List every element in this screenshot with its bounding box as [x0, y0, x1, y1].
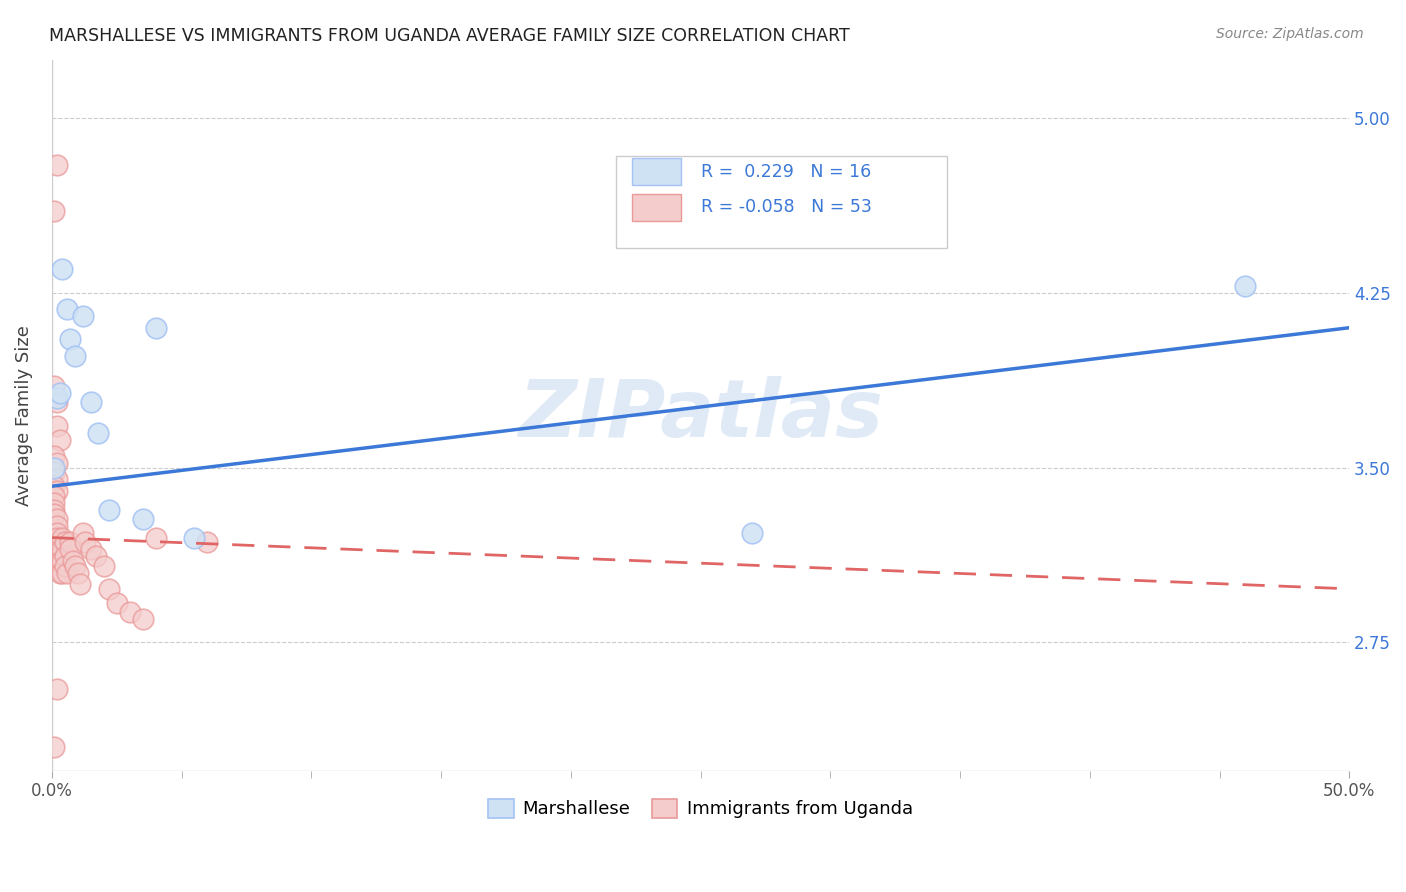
Point: [48, 542, 70, 557]
Point: [44, 489, 66, 503]
Point: [48, 386, 70, 401]
Point: [51, 531, 73, 545]
Point: [45, 525, 67, 540]
Point: [105, 596, 128, 610]
Point: [48, 554, 70, 568]
Point: [44, 740, 66, 755]
Y-axis label: Average Family Size: Average Family Size: [15, 325, 32, 506]
Point: [741, 525, 763, 540]
Point: [62, 554, 84, 568]
Point: [48, 549, 70, 564]
Text: Source: ZipAtlas.com: Source: ZipAtlas.com: [1216, 27, 1364, 41]
Point: [97, 582, 120, 596]
Point: [66, 566, 89, 580]
Point: [84, 549, 107, 564]
Point: [51, 554, 73, 568]
Point: [48, 535, 70, 549]
Point: [59, 535, 82, 549]
Point: [45, 456, 67, 470]
FancyBboxPatch shape: [616, 155, 948, 248]
Point: [72, 309, 94, 323]
Text: MARSHALLESE VS IMMIGRANTS FROM UGANDA AVERAGE FAMILY SIZE CORRELATION CHART: MARSHALLESE VS IMMIGRANTS FROM UGANDA AV…: [49, 27, 851, 45]
Point: [72, 525, 94, 540]
Point: [53, 558, 76, 573]
Point: [197, 535, 219, 549]
Point: [45, 395, 67, 409]
Point: [183, 531, 205, 545]
Point: [87, 425, 110, 440]
Point: [79, 542, 101, 557]
Text: R =  0.229   N = 16: R = 0.229 N = 16: [700, 162, 870, 181]
Point: [45, 512, 67, 526]
Point: [75, 535, 97, 549]
Point: [51, 566, 73, 580]
Text: R = -0.058   N = 53: R = -0.058 N = 53: [700, 198, 872, 216]
Point: [63, 349, 86, 363]
Point: [97, 502, 120, 516]
Point: [79, 395, 101, 409]
Point: [44, 204, 66, 219]
Point: [51, 262, 73, 277]
Point: [44, 479, 66, 493]
Point: [44, 465, 66, 479]
Point: [131, 612, 153, 626]
Point: [48, 558, 70, 573]
Point: [45, 483, 67, 498]
Point: [53, 535, 76, 549]
Point: [69, 577, 91, 591]
Point: [45, 682, 67, 697]
Point: [59, 332, 82, 346]
Point: [53, 549, 76, 564]
Legend: Marshallese, Immigrants from Uganda: Marshallese, Immigrants from Uganda: [481, 792, 920, 826]
Point: [51, 542, 73, 557]
FancyBboxPatch shape: [631, 159, 681, 186]
Point: [44, 460, 66, 475]
FancyBboxPatch shape: [631, 194, 681, 221]
Point: [44, 495, 66, 509]
Point: [1234, 278, 1257, 293]
Point: [48, 566, 70, 580]
Point: [45, 472, 67, 486]
Point: [45, 157, 67, 171]
Point: [45, 418, 67, 433]
Point: [44, 449, 66, 463]
Point: [48, 433, 70, 447]
Point: [63, 558, 86, 573]
Point: [45, 519, 67, 533]
Point: [56, 301, 79, 316]
Point: [45, 391, 67, 405]
Point: [59, 542, 82, 557]
Point: [56, 566, 79, 580]
Point: [44, 507, 66, 521]
Point: [44, 502, 66, 516]
Point: [131, 512, 153, 526]
Point: [145, 531, 167, 545]
Point: [93, 558, 115, 573]
Point: [118, 605, 141, 619]
Point: [145, 320, 167, 334]
Point: [45, 531, 67, 545]
Point: [44, 379, 66, 393]
Text: ZIPatlas: ZIPatlas: [517, 376, 883, 454]
